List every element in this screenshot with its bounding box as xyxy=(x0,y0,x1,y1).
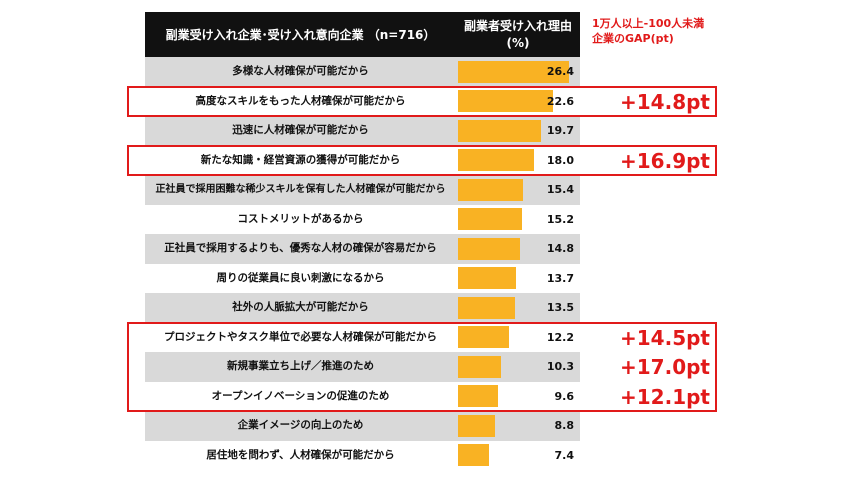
category-label: 正社員で採用するよりも、優秀な人材の確保が容易だから xyxy=(164,242,437,255)
gap-annotation: +16.9pt xyxy=(620,148,710,173)
gap-legend-note: 1万人以上-100人未満 企業のGAP(pt) xyxy=(592,16,704,46)
value-label: 10.3 xyxy=(546,360,574,374)
bar xyxy=(458,355,502,378)
value-label: 13.5 xyxy=(546,301,574,315)
bar xyxy=(458,60,569,83)
bar xyxy=(458,296,515,319)
category-label: 企業イメージの向上のため xyxy=(237,419,364,432)
highlight-box xyxy=(127,144,717,176)
row-background xyxy=(145,411,580,441)
category-label: 周りの従業員に良い刺激になるから xyxy=(216,271,385,284)
row-background xyxy=(145,440,580,470)
category-label: 社外の人脈拡大が可能だから xyxy=(232,301,369,314)
value-label: 26.4 xyxy=(546,65,574,79)
category-label: 多様な人材確保が可能だから xyxy=(232,65,369,78)
category-label: プロジェクトやタスク単位で必要な人材確保が可能だから xyxy=(164,330,437,343)
value-label: 13.7 xyxy=(546,271,574,285)
bar xyxy=(458,149,534,172)
value-label: 22.6 xyxy=(546,94,574,108)
gap-annotation: +17.0pt xyxy=(620,355,710,379)
category-label: 高度なスキルをもった人材確保が可能だから xyxy=(195,94,406,107)
gap-note-line1: 1万人以上-100人未満 xyxy=(592,17,705,30)
category-label: 正社員で採用困難な稀少スキルを保有した人材確保が可能だから xyxy=(155,183,446,195)
bar xyxy=(458,178,523,201)
gap-annotation: +14.5pt xyxy=(620,325,710,350)
bar xyxy=(458,90,554,113)
bar xyxy=(458,414,495,437)
category-label: コストメリットがあるから xyxy=(237,212,364,225)
value-label: 14.8 xyxy=(546,242,574,256)
value-label: 15.2 xyxy=(546,212,574,226)
value-label: 19.7 xyxy=(546,124,574,138)
value-label: 8.8 xyxy=(554,419,575,433)
highlight-box xyxy=(127,321,717,412)
category-label: オープンイノベーションの促進のため xyxy=(211,389,390,402)
bar xyxy=(458,267,516,290)
gap-annotation: +14.8pt xyxy=(620,89,710,114)
value-label: 9.6 xyxy=(554,389,575,403)
value-label: 18.0 xyxy=(546,153,574,167)
row-background xyxy=(145,352,580,382)
row-background xyxy=(145,381,580,411)
bar xyxy=(458,326,510,349)
value-header-line1: 副業者受け入れ理由 xyxy=(463,18,572,33)
value-label: 12.2 xyxy=(546,330,574,344)
gap-annotation: +12.1pt xyxy=(620,384,710,409)
bar xyxy=(458,208,522,231)
value-label: 15.4 xyxy=(546,183,574,197)
gap-note-line2: 企業のGAP(pt) xyxy=(592,32,674,45)
category-label: 新規事業立ち上げ／推進のため xyxy=(227,360,374,373)
category-label: 居住地を問わず、人材確保が可能だから xyxy=(206,448,395,461)
category-label: 新たな知識・経営資源の獲得が可能だから xyxy=(200,153,401,166)
bar xyxy=(458,444,490,467)
bar xyxy=(458,385,499,408)
category-label: 迅速に人材確保が可能だから xyxy=(232,124,369,137)
chart-title: 副業受け入れ企業･受け入れ意向企業 （n=716） xyxy=(145,12,456,57)
bar xyxy=(458,237,521,260)
bar xyxy=(458,119,541,142)
highlight-box xyxy=(127,85,717,117)
value-column-header: 副業者受け入れ理由 (%) xyxy=(456,12,580,57)
value-label: 7.4 xyxy=(554,448,575,462)
value-header-line2: (%) xyxy=(506,35,530,50)
